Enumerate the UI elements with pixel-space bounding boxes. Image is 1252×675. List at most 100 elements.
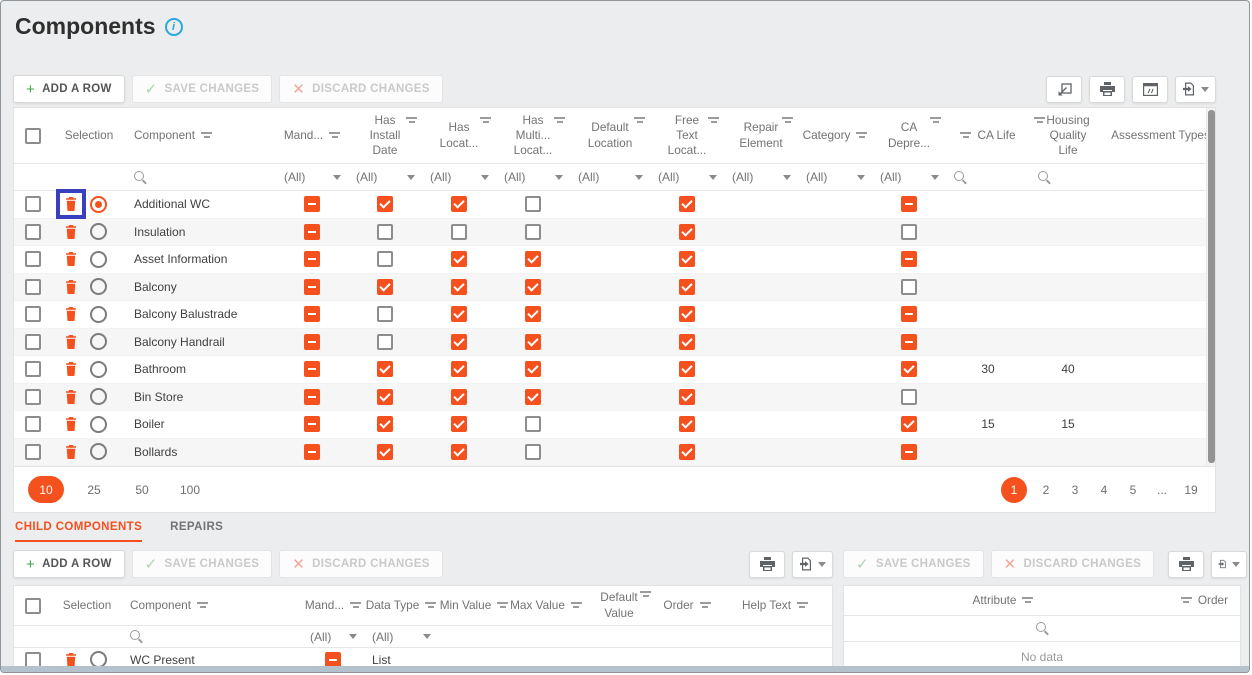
page-number[interactable]: 1 (1001, 476, 1027, 503)
row-select-checkbox[interactable] (25, 443, 41, 460)
mandatory-checkbox[interactable] (304, 416, 320, 433)
free-text-location-checkbox[interactable] (679, 251, 695, 268)
has-location-checkbox[interactable] (451, 306, 467, 323)
column-header-mandatory[interactable]: Mand... (276, 108, 348, 163)
ca-depreciation-checkbox[interactable] (901, 306, 917, 323)
column-header-ca-life[interactable]: CA Life (946, 108, 1030, 163)
ca-depreciation-checkbox[interactable] (901, 251, 917, 268)
export-button[interactable] (792, 550, 833, 578)
filter-category[interactable]: (All) (798, 164, 872, 190)
column-header-min-value[interactable]: Min Value (438, 586, 510, 625)
selection-radio[interactable] (90, 223, 107, 241)
row-select-checkbox[interactable] (25, 333, 41, 350)
has-multi-location-checkbox[interactable] (525, 196, 541, 213)
mandatory-checkbox[interactable] (304, 361, 320, 378)
ca-depreciation-checkbox[interactable] (901, 278, 917, 295)
has-install-date-checkbox[interactable] (377, 223, 393, 240)
vertical-scrollbar[interactable] (1206, 108, 1215, 466)
free-text-location-checkbox[interactable] (679, 223, 695, 240)
tab-child-components[interactable]: CHILD COMPONENTS (15, 521, 143, 542)
column-header-component[interactable]: Component (122, 586, 302, 625)
ca-depreciation-checkbox[interactable] (901, 416, 917, 433)
select-all-checkbox[interactable] (25, 597, 41, 614)
row-select-checkbox[interactable] (25, 361, 41, 378)
search-icon[interactable] (130, 630, 143, 643)
selection-radio[interactable] (90, 305, 107, 323)
filter-housing-quality-life[interactable] (1030, 164, 1106, 190)
page-number[interactable]: 3 (1071, 482, 1079, 497)
export-button[interactable] (1211, 550, 1248, 578)
column-header-order[interactable]: Order (1162, 593, 1240, 608)
free-text-location-checkbox[interactable] (679, 443, 695, 460)
filter-has-multi-location[interactable]: (All) (496, 164, 570, 190)
print-button[interactable] (1168, 550, 1205, 578)
delete-row-icon[interactable] (65, 362, 77, 377)
mandatory-checkbox[interactable] (304, 306, 320, 323)
has-location-checkbox[interactable] (451, 361, 467, 378)
mandatory-checkbox[interactable] (304, 196, 320, 213)
mandatory-checkbox[interactable] (304, 278, 320, 295)
row-select-checkbox[interactable] (25, 416, 41, 433)
page-number[interactable]: 2 (1042, 482, 1050, 497)
has-multi-location-checkbox[interactable] (525, 223, 541, 240)
mandatory-checkbox[interactable] (304, 251, 320, 268)
row-select-checkbox[interactable] (25, 223, 41, 240)
filter-repair-element[interactable]: (All) (724, 164, 798, 190)
has-multi-location-checkbox[interactable] (525, 278, 541, 295)
has-install-date-checkbox[interactable] (377, 278, 393, 295)
free-text-location-checkbox[interactable] (679, 388, 695, 405)
delete-row-icon[interactable] (65, 279, 77, 294)
mandatory-checkbox[interactable] (304, 333, 320, 350)
save-changes-button[interactable]: ✓ SAVE CHANGES (131, 550, 273, 578)
filter-mandatory[interactable]: (All) (302, 626, 364, 647)
column-header-ca-depreciation[interactable]: CA Depre... (872, 108, 946, 163)
reset-layout-button[interactable] (1046, 75, 1082, 103)
discard-changes-button[interactable]: ✕ DISCARD CHANGES (990, 550, 1155, 578)
row-select-checkbox[interactable] (25, 278, 41, 295)
page-size-option[interactable]: 25 (87, 482, 101, 497)
has-install-date-checkbox[interactable] (377, 388, 393, 405)
has-multi-location-checkbox[interactable] (525, 306, 541, 323)
column-header-has-multi-location[interactable]: Has Multi... Locat... (496, 108, 570, 163)
has-multi-location-checkbox[interactable] (525, 443, 541, 460)
filter-default-location[interactable]: (All) (570, 164, 650, 190)
column-header-housing-quality-life[interactable]: Housing Quality Life (1030, 108, 1106, 163)
search-icon[interactable] (1035, 622, 1049, 635)
selection-radio[interactable] (90, 250, 107, 268)
has-install-date-checkbox[interactable] (377, 196, 393, 213)
page-size-option[interactable]: 10 (28, 476, 64, 503)
export-button[interactable] (1175, 75, 1216, 103)
info-icon[interactable]: i (164, 17, 183, 36)
free-text-location-checkbox[interactable] (679, 416, 695, 433)
filter-builder-button[interactable] (1132, 75, 1168, 103)
save-changes-button[interactable]: ✓ SAVE CHANGES (131, 75, 273, 103)
column-header-attribute[interactable]: Attribute (844, 593, 1162, 608)
column-header-default-value[interactable]: Default Value (582, 586, 656, 625)
column-header-assessment-types[interactable]: Assessment Types (1111, 127, 1210, 142)
page-size-option[interactable]: 50 (135, 482, 149, 497)
column-header-component[interactable]: Component (126, 108, 276, 163)
has-install-date-checkbox[interactable] (377, 443, 393, 460)
column-header-max-value[interactable]: Max Value (510, 586, 582, 625)
has-multi-location-checkbox[interactable] (525, 333, 541, 350)
filter-free-text-location[interactable]: (All) (650, 164, 724, 190)
has-install-date-checkbox[interactable] (377, 306, 393, 323)
discard-changes-button[interactable]: ✕ DISCARD CHANGES (279, 550, 443, 578)
column-header-order[interactable]: Order (656, 586, 718, 625)
column-header-help-text[interactable]: Help Text (718, 586, 832, 625)
column-header-has-location[interactable]: Has Locat... (422, 108, 496, 163)
ca-depreciation-checkbox[interactable] (901, 443, 917, 460)
ca-depreciation-checkbox[interactable] (901, 196, 917, 213)
page-number[interactable]: 19 (1184, 482, 1198, 497)
delete-row-icon[interactable] (65, 224, 77, 239)
has-location-checkbox[interactable] (451, 333, 467, 350)
column-header-data-type[interactable]: Data Type (364, 586, 438, 625)
row-select-checkbox[interactable] (25, 251, 41, 268)
mandatory-checkbox[interactable] (304, 223, 320, 240)
delete-row-icon[interactable] (65, 334, 77, 349)
has-multi-location-checkbox[interactable] (525, 251, 541, 268)
has-location-checkbox[interactable] (451, 251, 467, 268)
has-multi-location-checkbox[interactable] (525, 361, 541, 378)
has-location-checkbox[interactable] (451, 278, 467, 295)
column-header-default-location[interactable]: Default Location (570, 108, 650, 163)
